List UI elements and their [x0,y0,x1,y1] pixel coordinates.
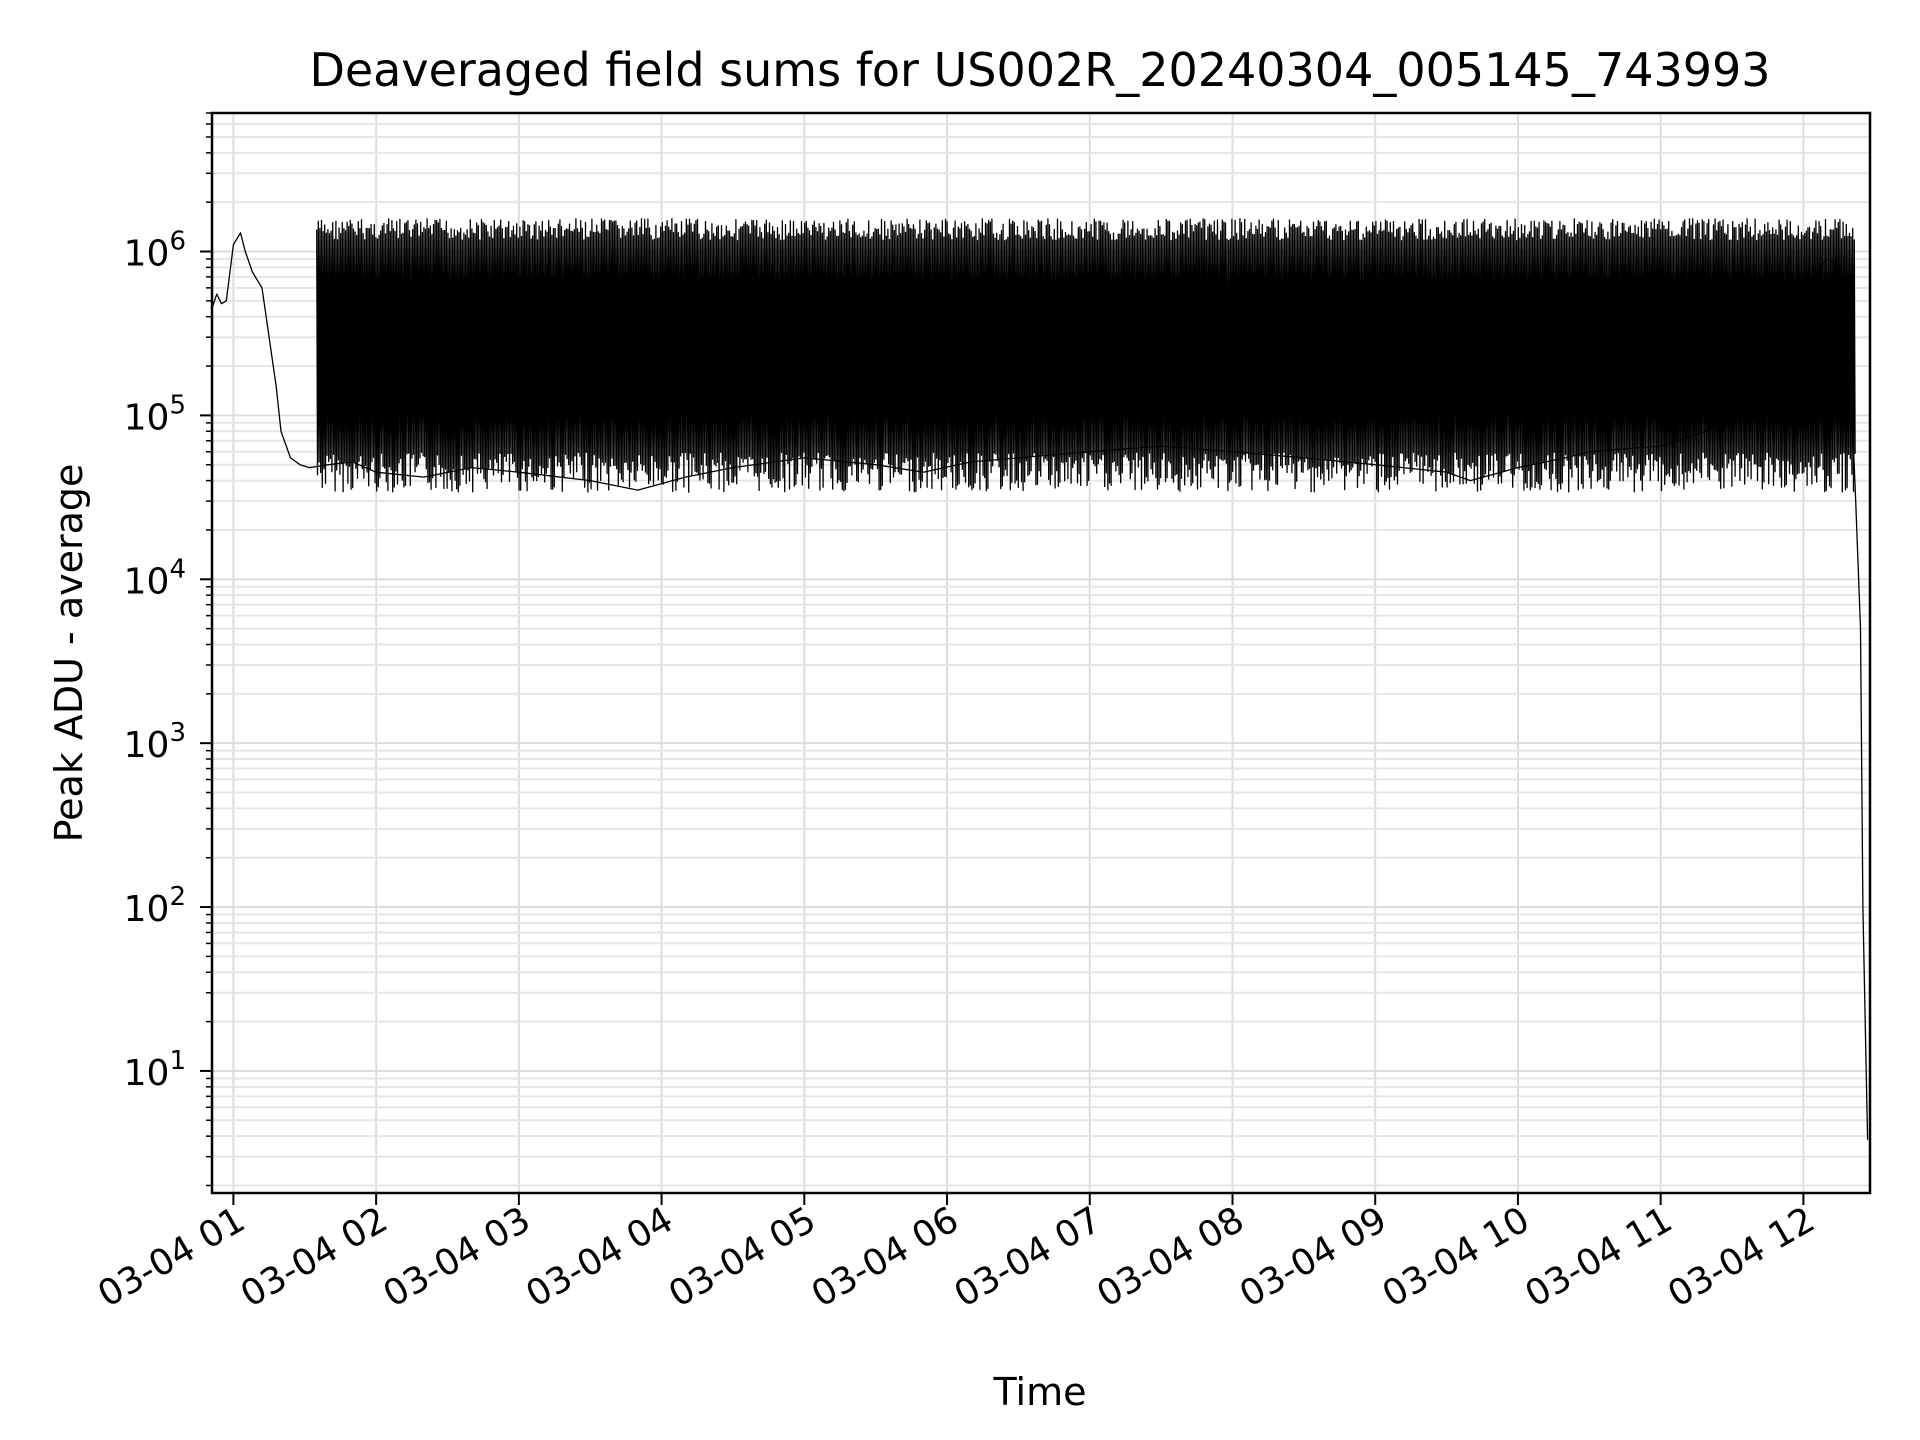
y-tick-label-exponent: 5 [169,390,186,420]
y-tick-label: 105 [124,390,186,438]
y-tick-label-base: 10 [124,234,170,275]
series-layer [211,218,1869,1140]
x-tick-label: 03-04 11 [1518,1199,1679,1315]
y-tick-label: 103 [124,718,186,766]
x-tick-label: 03-04 05 [662,1199,823,1315]
x-tick-label: 03-04 04 [519,1199,680,1315]
y-tick-label: 106 [124,227,186,275]
x-tick-label: 03-04 01 [91,1199,252,1315]
x-tick-label: 03-04 06 [805,1199,966,1315]
y-tick-label: 104 [124,554,186,602]
x-tick-label: 03-04 12 [1661,1199,1822,1315]
y-tick-label: 101 [124,1046,186,1094]
y-tick-label-base: 10 [124,397,170,438]
x-tick-label: 03-04 09 [1233,1199,1394,1315]
chart-title: Deaveraged field sums for US002R_2024030… [309,43,1770,97]
x-axis-label: Time [993,1370,1087,1414]
y-tick-label-base: 10 [124,725,170,766]
y-tick-label: 102 [124,882,186,930]
x-tick-label: 03-04 07 [948,1199,1109,1315]
x-tick-label: 03-04 02 [234,1199,395,1315]
y-tick-label-exponent: 2 [169,882,186,912]
y-tick-label-exponent: 1 [169,1046,186,1076]
series-line [211,232,1869,1140]
y-tick-label-base: 10 [124,561,170,602]
x-tick-label: 03-04 03 [377,1199,538,1315]
y-tick-label-base: 10 [124,889,170,930]
x-tick-label: 03-04 08 [1090,1199,1251,1315]
series-band [316,218,1856,493]
plot-frame [210,111,1872,1195]
y-tick-label-exponent: 3 [169,718,186,748]
y-tick-label-base: 10 [124,1053,170,1094]
y-tick-label-exponent: 6 [169,227,186,257]
y-axis-label: Peak ADU - average [47,464,91,843]
x-tick-label: 03-04 10 [1376,1199,1537,1315]
y-tick-label-exponent: 4 [169,554,186,584]
